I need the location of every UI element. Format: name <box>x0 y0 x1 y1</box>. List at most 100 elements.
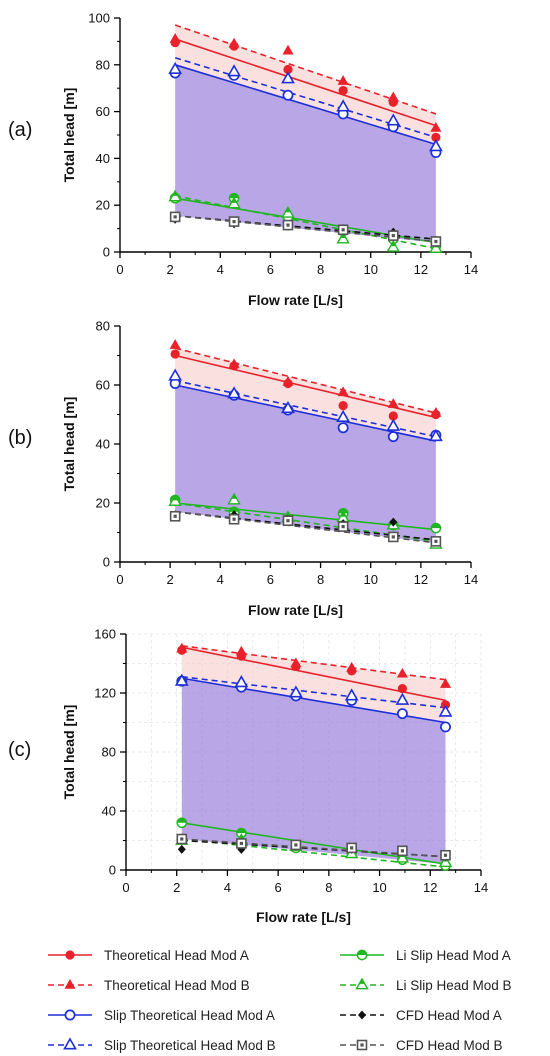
data-point <box>338 85 348 96</box>
marker-fill <box>285 511 291 517</box>
marker-fill <box>177 818 187 823</box>
data-point <box>169 339 181 349</box>
x-axis-label: Flow rate [L/s] <box>248 292 343 308</box>
marker-center <box>232 517 236 521</box>
data-point <box>430 536 442 547</box>
legend-label: Theoretical Head Mod A <box>104 948 249 963</box>
series-cfd_b <box>176 833 451 861</box>
series-cfd_b <box>169 211 442 247</box>
data-point <box>386 239 401 252</box>
data-point <box>170 349 180 359</box>
marker-fill <box>285 207 291 213</box>
x-tick-label: 14 <box>474 880 488 895</box>
middle-shaded-band <box>175 64 436 243</box>
marker-center <box>350 846 354 850</box>
data-point <box>387 398 399 408</box>
data-point <box>387 230 399 241</box>
data-point <box>344 688 359 701</box>
y-tick-label: 80 <box>96 57 110 72</box>
marker-fill <box>172 191 178 196</box>
fit-line-li_b <box>175 502 437 543</box>
y-axis-label: Total head [m] <box>61 705 77 800</box>
series-cfd_b <box>169 510 442 547</box>
legend-item-th_a: Theoretical Head Mod A <box>48 948 249 963</box>
data-point <box>438 704 453 717</box>
data-point <box>440 849 451 861</box>
legend-marker <box>356 1039 368 1051</box>
legend-marker <box>355 977 369 990</box>
marker-center <box>232 219 236 224</box>
data-point <box>281 205 295 218</box>
x-tick-label: 10 <box>363 572 377 587</box>
fit-line-cfd_b <box>175 214 436 243</box>
marker-fill <box>340 511 346 517</box>
data-point <box>282 89 294 101</box>
x-tick-label: 2 <box>167 572 174 587</box>
chart-panel-3: 0 2 4 6 8 10 12 14 0 40 80 120 160 Flow rate [L/s] Tot… <box>8 627 488 926</box>
marker-fill <box>340 233 346 238</box>
data-point <box>288 685 303 698</box>
marker-center <box>341 525 345 529</box>
marker-center <box>180 837 184 841</box>
x-tick-label: 12 <box>414 572 428 587</box>
data-point <box>169 33 181 43</box>
data-point <box>386 113 401 126</box>
x-axis-label: Flow rate [L/s] <box>256 909 351 925</box>
marker-center <box>294 843 298 847</box>
legend-item-li_b: Li Slip Head Mod B <box>340 977 512 993</box>
legend-item-cfd_a: CFD Head Mod A <box>340 1008 502 1023</box>
x-axis-label: Flow rate [L/s] <box>248 602 343 618</box>
series-th_b <box>169 339 442 417</box>
marker-center <box>434 539 438 543</box>
data-point <box>282 219 294 231</box>
marker-fill <box>359 979 365 984</box>
data-point <box>282 44 294 55</box>
legend-item-th_b: Theoretical Head Mod B <box>48 978 250 993</box>
data-point <box>290 657 302 668</box>
y-tick-label: 40 <box>102 804 116 819</box>
data-point <box>440 721 451 733</box>
legend-item-sl_a: Slip Theoretical Head Mod A <box>48 1008 275 1023</box>
panel-label: (c) <box>8 739 31 761</box>
data-point <box>290 839 302 851</box>
y-tick-label: 60 <box>96 104 110 119</box>
fit-line-sl_b <box>174 57 437 139</box>
middle-shaded-band <box>181 678 446 865</box>
marker-center <box>443 853 448 857</box>
legend-marker <box>64 1009 76 1021</box>
data-point <box>336 409 351 422</box>
series-sl_b <box>168 368 443 442</box>
data-point <box>389 517 398 527</box>
marker-center <box>341 228 345 232</box>
data-point <box>176 642 188 653</box>
data-point <box>337 386 349 397</box>
legend-label: Slip Theoretical Head Mod A <box>104 1008 275 1023</box>
data-point <box>346 661 358 672</box>
chart-panel-1: 0 2 4 6 8 10 12 14 0 20 40 60 80 100 Flow rate [L/s] To… <box>8 11 478 309</box>
data-point <box>439 678 452 688</box>
data-point <box>177 844 186 854</box>
x-tick-label: 6 <box>267 572 274 587</box>
data-point <box>337 521 349 532</box>
data-point <box>227 386 241 399</box>
marker-fill <box>229 507 239 512</box>
legend-marker <box>64 979 76 989</box>
y-axis-label: Total head [m] <box>61 397 77 492</box>
x-tick-label: 14 <box>464 262 478 277</box>
fit-line-th_b <box>174 24 437 115</box>
x-tick-label: 4 <box>224 880 231 895</box>
data-point <box>337 224 349 236</box>
data-point <box>430 407 442 417</box>
marker-fill <box>431 523 441 529</box>
x-tick-label: 4 <box>217 572 224 587</box>
data-point <box>168 368 183 381</box>
marker-fill <box>229 193 239 199</box>
chart-panel-2: 0 2 4 6 8 10 12 14 0 20 40 60 80 Flow rate [L/s] Total… <box>8 319 478 619</box>
data-point <box>169 211 181 223</box>
marker-fill <box>231 494 237 499</box>
y-tick-label: 80 <box>96 319 110 334</box>
x-tick-label: 0 <box>116 572 123 587</box>
data-point <box>338 401 348 411</box>
y-tick-label: 60 <box>96 378 110 393</box>
